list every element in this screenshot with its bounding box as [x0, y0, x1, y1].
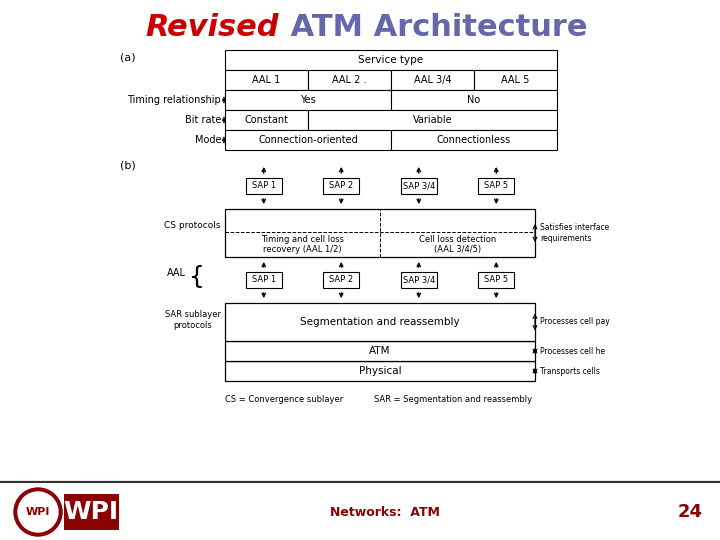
Text: (b): (b) [120, 161, 136, 171]
Text: SAP 3/4: SAP 3/4 [402, 275, 435, 285]
Text: Variable: Variable [413, 115, 452, 125]
Bar [225, 130, 391, 150]
Text: SAP 1: SAP 1 [252, 275, 276, 285]
Text: No: No [467, 95, 481, 105]
Text: Processes cell he: Processes cell he [540, 347, 605, 355]
Bar [225, 303, 535, 341]
Bar [0, 0, 720, 50]
Text: Revised: Revised [145, 13, 279, 42]
Text: Segmentation and reassembly: Segmentation and reassembly [300, 317, 460, 327]
Bar [323, 272, 359, 288]
Text: {: { [189, 266, 205, 289]
Bar [225, 163, 535, 381]
Bar [391, 130, 557, 150]
Text: SAP 3/4: SAP 3/4 [402, 181, 435, 191]
Bar [225, 361, 535, 381]
Bar [391, 70, 474, 90]
Text: ATM: ATM [369, 346, 391, 356]
Text: Satisfies interface
requirements: Satisfies interface requirements [540, 224, 609, 242]
Bar [478, 178, 514, 194]
Text: Connection-oriented: Connection-oriented [258, 135, 358, 145]
Text: 24: 24 [678, 503, 703, 521]
Bar [225, 90, 391, 110]
Text: Constant: Constant [245, 115, 289, 125]
Text: WPI: WPI [26, 507, 50, 517]
Bar [308, 110, 557, 130]
Bar [225, 341, 535, 361]
Bar [0, 0, 720, 480]
Bar [323, 178, 359, 194]
Text: Networks:  ATM: Networks: ATM [330, 505, 440, 518]
Text: Mode: Mode [194, 135, 221, 145]
Text: SAR sublayer
protocols: SAR sublayer protocols [165, 310, 221, 330]
Text: ATM Architecture: ATM Architecture [280, 13, 588, 42]
Text: Cell loss detection
(AAL 3/4/5): Cell loss detection (AAL 3/4/5) [419, 235, 496, 254]
Bar [225, 70, 308, 90]
Text: WPI: WPI [63, 500, 119, 524]
Text: SAR = Segmentation and reassembly: SAR = Segmentation and reassembly [374, 395, 532, 404]
Text: Service type: Service type [359, 55, 423, 65]
Bar [225, 110, 308, 130]
Text: Processes cell pay: Processes cell pay [540, 318, 610, 327]
Text: AAL 3/4: AAL 3/4 [414, 75, 451, 85]
Bar [478, 272, 514, 288]
Bar [246, 272, 282, 288]
Text: Connectionless: Connectionless [437, 135, 511, 145]
Circle shape [18, 492, 58, 532]
Text: Bit rate: Bit rate [184, 115, 221, 125]
Bar [246, 178, 282, 194]
Bar [474, 70, 557, 90]
Text: SAP 2: SAP 2 [329, 181, 354, 191]
Text: SAP 2: SAP 2 [329, 275, 354, 285]
Text: Physical: Physical [359, 366, 401, 376]
Text: AAL: AAL [167, 268, 186, 279]
Bar [401, 272, 437, 288]
Text: AAL 5: AAL 5 [501, 75, 530, 85]
Text: SAP 5: SAP 5 [484, 275, 508, 285]
Text: SAP 5: SAP 5 [484, 181, 508, 191]
Text: Timing relationship: Timing relationship [127, 95, 221, 105]
Bar [391, 90, 557, 110]
Text: (a): (a) [120, 52, 135, 62]
Bar [64, 494, 119, 530]
Text: CS = Convergence sublayer: CS = Convergence sublayer [225, 395, 343, 404]
Text: Timing and cell loss
recovery (AAL 1/2): Timing and cell loss recovery (AAL 1/2) [261, 235, 344, 254]
Text: AAL 1: AAL 1 [253, 75, 281, 85]
Bar [308, 70, 391, 90]
Text: CS protocols: CS protocols [164, 221, 221, 230]
Text: AAL 2 .: AAL 2 . [332, 75, 366, 85]
Bar [225, 50, 557, 70]
Bar [0, 482, 720, 540]
Circle shape [14, 488, 62, 536]
Bar [401, 178, 437, 194]
Text: Transports cells: Transports cells [540, 367, 600, 375]
Text: Yes: Yes [300, 95, 316, 105]
Text: SAP 1: SAP 1 [252, 181, 276, 191]
Bar [225, 209, 535, 257]
